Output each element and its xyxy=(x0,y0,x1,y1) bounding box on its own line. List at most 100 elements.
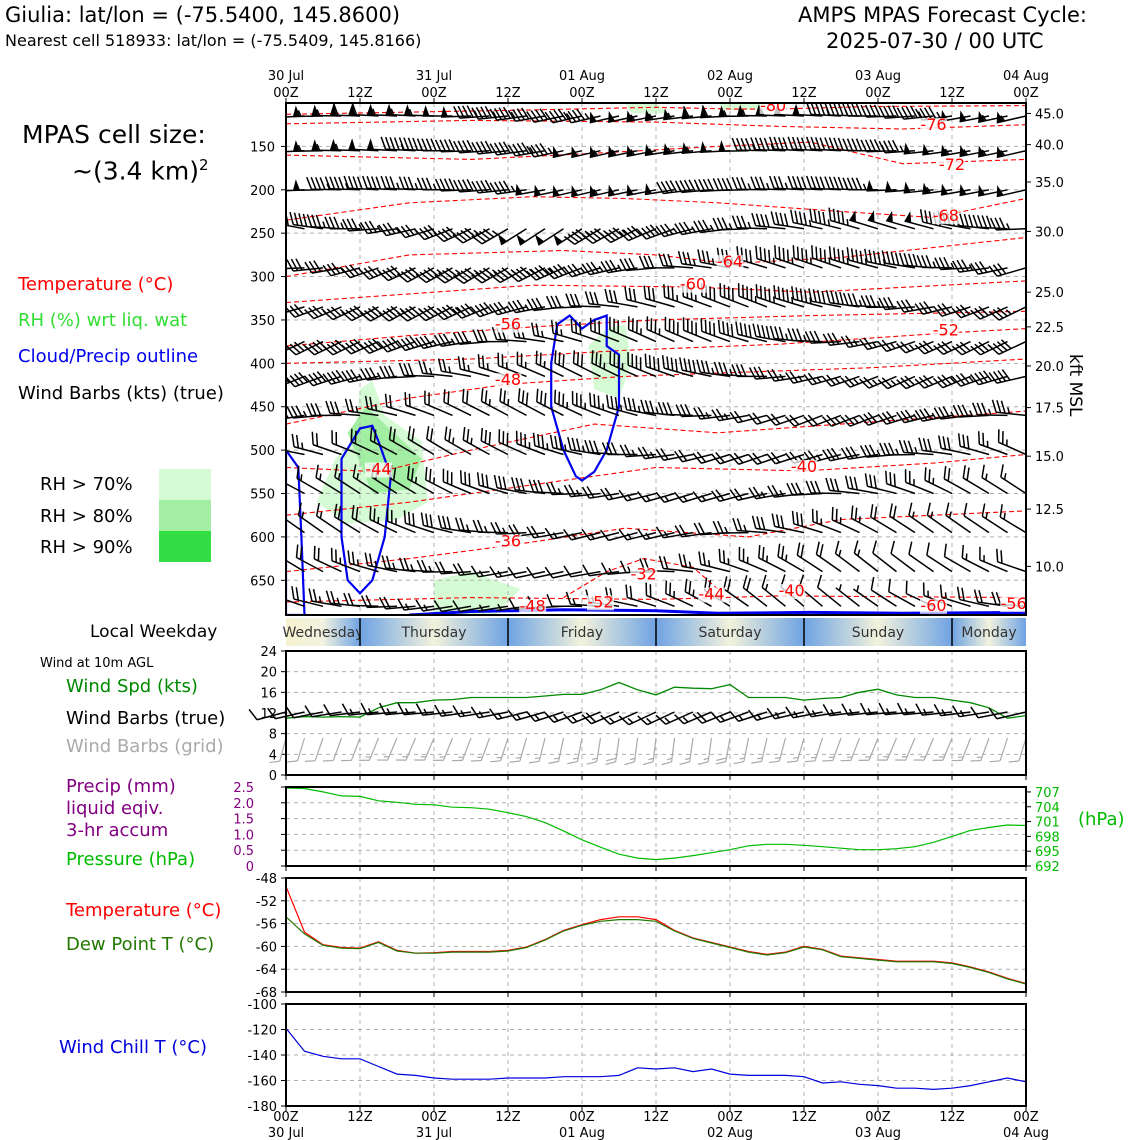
barb-half xyxy=(322,221,326,228)
barb-flag xyxy=(605,761,616,765)
barb-flag xyxy=(345,370,355,382)
barb-flag xyxy=(502,431,505,445)
barb-half xyxy=(1006,439,1008,446)
barb-flag xyxy=(738,546,741,560)
barb-flag xyxy=(382,223,392,235)
barb-staff xyxy=(921,266,953,269)
barb-flag xyxy=(312,372,323,384)
barb-flag xyxy=(534,109,544,121)
barb-flag xyxy=(674,714,685,725)
barb-flag xyxy=(429,428,434,442)
barb-flag xyxy=(416,177,424,191)
barb-flag xyxy=(416,138,424,151)
barb-flag xyxy=(408,393,411,407)
barb-flag xyxy=(295,587,299,601)
barb-half xyxy=(645,532,651,539)
wind-barb xyxy=(755,284,786,308)
barb-pennant xyxy=(293,140,301,152)
barb-flag xyxy=(991,591,997,605)
barb-half xyxy=(423,604,428,611)
barb-flag xyxy=(696,451,707,463)
barb-flag xyxy=(453,140,461,154)
barb-flag xyxy=(437,515,443,529)
barb-half xyxy=(390,108,395,116)
barb-flag xyxy=(637,447,646,460)
barb-staff xyxy=(352,476,379,495)
barb-flag xyxy=(480,180,488,193)
sfc-wind-barb-grid-group xyxy=(269,737,287,764)
wind-barb xyxy=(742,575,768,607)
wind-barb xyxy=(878,139,916,154)
wind-barb xyxy=(924,467,953,495)
barb-flag xyxy=(854,507,858,521)
barb-flag xyxy=(933,703,942,717)
barb-flag xyxy=(303,375,314,387)
barb-flag xyxy=(478,303,489,315)
wind-barb xyxy=(536,388,564,417)
wind-barb xyxy=(361,175,398,191)
sfc-wind-barb-true xyxy=(285,706,324,719)
wind-barb xyxy=(773,285,805,308)
barb-half xyxy=(784,182,789,190)
barb-half xyxy=(729,368,733,376)
barb-flag xyxy=(404,268,416,279)
barb-flag xyxy=(810,136,817,150)
barb-flag xyxy=(456,272,469,282)
barb-flag xyxy=(978,305,989,316)
barb-flag xyxy=(824,137,831,150)
barb-flag xyxy=(480,388,484,402)
barb-flag xyxy=(448,428,452,442)
contour-label-bg xyxy=(698,587,725,603)
barb-flag xyxy=(878,140,886,154)
barb-staff xyxy=(908,553,934,573)
barb-flag xyxy=(287,760,298,763)
barb-flag xyxy=(446,470,449,484)
barb-flag xyxy=(599,354,602,368)
barb-flag xyxy=(799,288,803,302)
barb-flag xyxy=(693,220,701,233)
barb-flag xyxy=(460,304,471,316)
barb-flag xyxy=(666,356,670,370)
barb-half xyxy=(565,112,571,120)
bottom-date-label: 03 Aug xyxy=(855,1126,901,1140)
barb-flag xyxy=(658,555,664,569)
barb-flag xyxy=(378,597,387,610)
wind-barb xyxy=(979,546,1008,573)
wind-barb xyxy=(885,470,916,495)
bottom-date-label: 31 Jul xyxy=(416,1126,452,1140)
barb-flag xyxy=(643,255,650,269)
barb-half xyxy=(908,344,915,350)
barb-staff xyxy=(589,115,620,124)
barb-flag xyxy=(973,589,979,603)
wind-barb xyxy=(424,390,453,417)
barb-flag xyxy=(425,466,428,480)
barb-flag xyxy=(989,760,1001,763)
barb-flag xyxy=(565,591,572,605)
barb-staff xyxy=(441,605,472,613)
wind-barb xyxy=(867,210,897,230)
wind-barb xyxy=(735,321,768,343)
barb-flag xyxy=(698,522,706,535)
barb-staff xyxy=(407,306,435,322)
barb-flag xyxy=(351,551,355,565)
barb-flag xyxy=(926,542,930,556)
wind-barb xyxy=(664,316,694,343)
barb-flag xyxy=(864,139,872,152)
barb-flag xyxy=(784,416,796,427)
barb-flag xyxy=(452,600,461,612)
barb-flag xyxy=(476,329,484,342)
top-hour-label: 12Z xyxy=(791,86,817,101)
barb-staff xyxy=(314,737,324,761)
barb-flag xyxy=(834,478,840,492)
wind-barb xyxy=(879,442,916,456)
barb-staff xyxy=(330,375,361,385)
barb-staff xyxy=(443,228,472,243)
barb-pennant xyxy=(422,105,430,116)
barb-staff xyxy=(831,519,860,534)
wind-barb xyxy=(396,266,435,283)
barb-flag xyxy=(790,209,794,223)
wind-barb xyxy=(584,291,620,308)
barb-staff xyxy=(998,441,1026,456)
barb-flag xyxy=(593,440,599,454)
barb-half xyxy=(423,708,428,716)
